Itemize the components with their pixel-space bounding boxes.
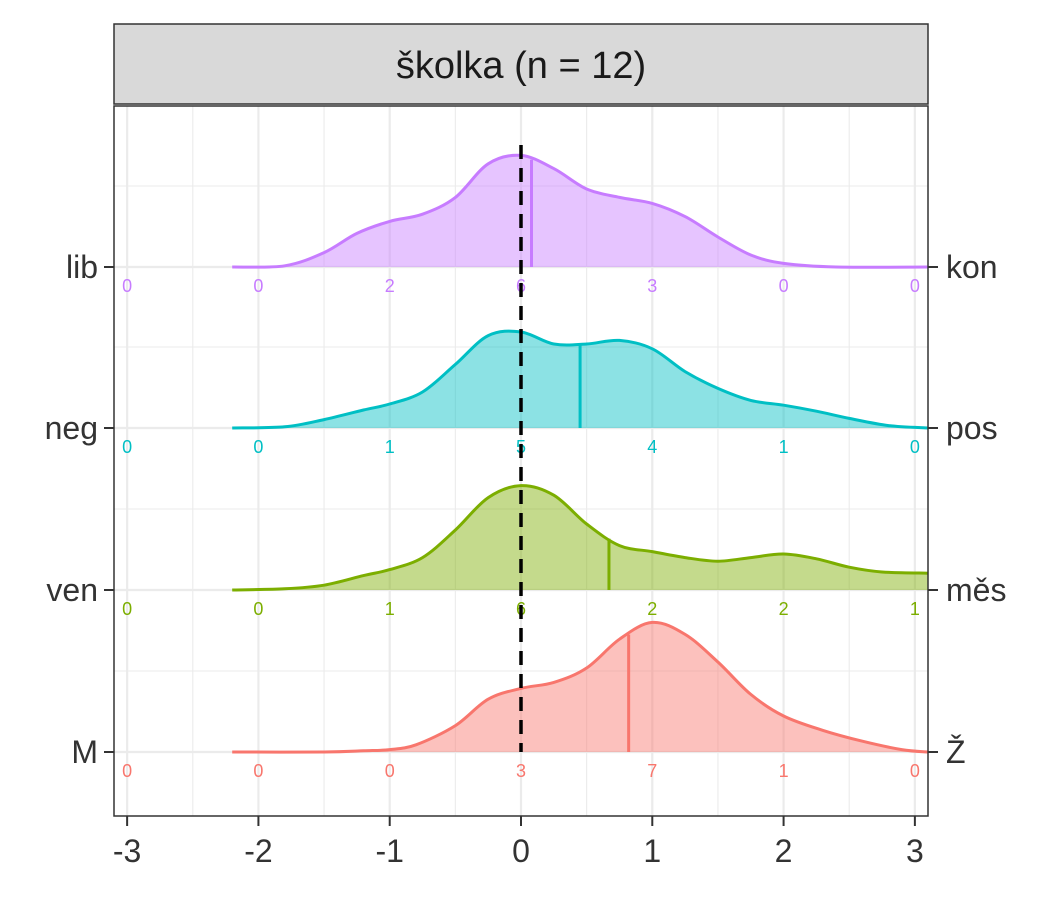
count-label: 0 — [122, 437, 132, 457]
row-label-left: M — [71, 734, 98, 770]
count-label: 0 — [253, 599, 263, 619]
facet-strip — [113, 23, 929, 105]
count-label: 1 — [385, 599, 395, 619]
count-label: 0 — [122, 276, 132, 296]
count-label: 2 — [385, 276, 395, 296]
count-label: 2 — [647, 599, 657, 619]
row-label-left: neg — [45, 410, 98, 446]
row-label-right: Ž — [946, 734, 966, 770]
density-line — [232, 484, 929, 592]
count-label: 0 — [779, 276, 789, 296]
density-area — [232, 622, 928, 753]
count-label: 2 — [779, 599, 789, 619]
count-label: 0 — [253, 276, 263, 296]
count-label: 3 — [516, 761, 526, 781]
count-label: 1 — [779, 761, 789, 781]
density-line — [232, 153, 929, 269]
count-label: 0 — [253, 437, 263, 457]
count-label: 1 — [385, 437, 395, 457]
x-axis-tick-label: 3 — [906, 833, 924, 869]
row-label-right: měs — [946, 572, 1006, 608]
ridge-series-lib: 0026300 — [122, 153, 929, 296]
count-label: 0 — [910, 276, 920, 296]
density-line — [232, 329, 929, 430]
count-label: 3 — [647, 276, 657, 296]
row-label-right: kon — [946, 249, 998, 285]
count-label: 1 — [910, 599, 920, 619]
count-label: 7 — [647, 761, 657, 781]
x-axis-tick-label: 0 — [512, 833, 530, 869]
x-axis-tick-label: -2 — [244, 833, 272, 869]
row-label-left: lib — [66, 249, 98, 285]
x-axis-tick-label: -3 — [113, 833, 141, 869]
ridge-series-neg: 0015410 — [122, 329, 929, 457]
x-axis-tick-label: 2 — [775, 833, 793, 869]
x-axis-tick-label: -1 — [375, 833, 403, 869]
count-label: 4 — [647, 437, 657, 457]
density-area — [232, 485, 928, 590]
density-area — [232, 155, 928, 268]
count-label: 0 — [910, 761, 920, 781]
facet-title: školka (n = 12) — [396, 45, 646, 87]
row-label-left: ven — [46, 572, 98, 608]
count-label: 1 — [779, 437, 789, 457]
row-label-right: pos — [946, 410, 998, 446]
ridge-layer: 0026300001541000162210003710 — [122, 153, 929, 781]
ridge-series-M: 0 0 0 3 7 1 0 — [122, 620, 929, 781]
count-label: 0 — [253, 761, 263, 781]
ridge-series-ven: 0016221 — [122, 484, 929, 619]
density-line — [232, 620, 929, 754]
count-label: 0 — [910, 437, 920, 457]
count-label: 0 — [122, 599, 132, 619]
count-label: 0 — [122, 761, 132, 781]
count-label: 0 — [385, 761, 395, 781]
x-axis-tick-label: 1 — [643, 833, 661, 869]
